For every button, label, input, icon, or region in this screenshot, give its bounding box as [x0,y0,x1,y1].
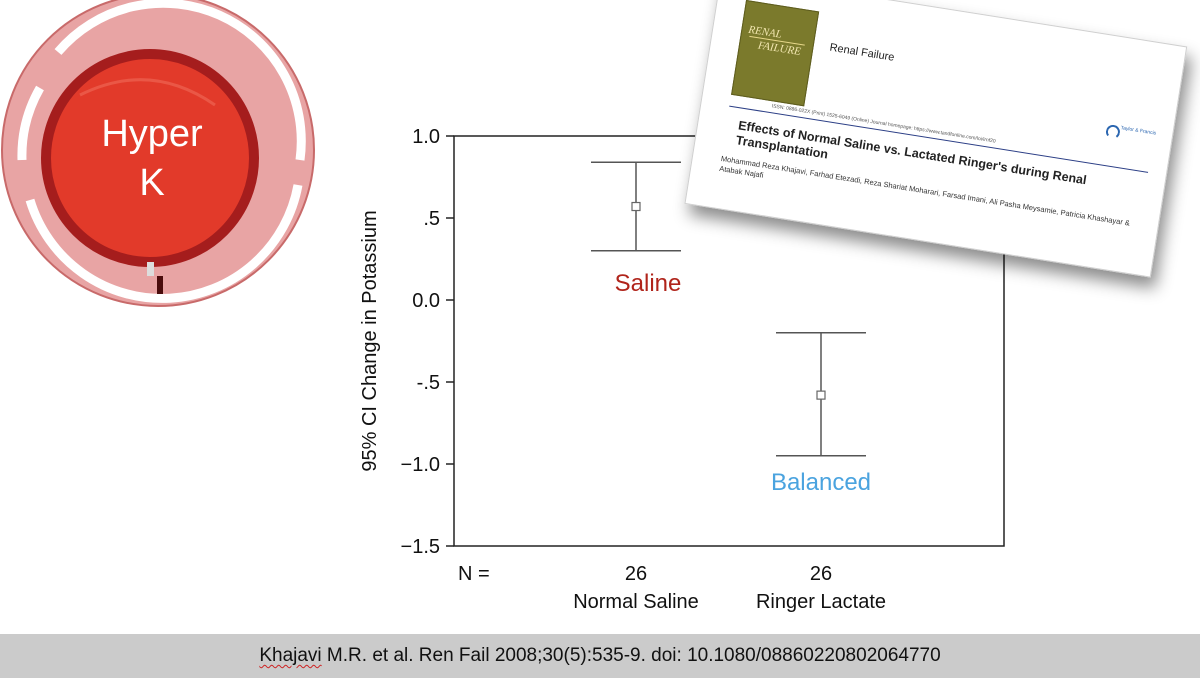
publisher-logo-text: Taylor & Francis [1120,125,1157,137]
citation-text: Khajavi M.R. et al. Ren Fail 2008;30(5):… [259,645,940,667]
y-axis-ticks: 1.0 .5 0.0 -.5 −1.0 −1.5 [401,126,454,558]
logo-disc-sheen [79,78,216,107]
publisher-logo: Taylor & Francis [1104,122,1159,146]
logo-white-arc-bottom [25,184,303,303]
citation-details: M.R. et al. Ren Fail 2008;30(5):535-9. d… [321,645,941,666]
mean-marker-0 [631,201,641,212]
group-annotation-0: Saline [615,270,682,297]
logo-white-arc-left [17,85,44,161]
y-tick-label-3: -.5 [417,372,440,394]
citation-author: Khajavi [259,645,322,666]
group-n-0: 26 [625,563,647,585]
y-tick-label-0: 1.0 [412,126,440,148]
iv-bag-tube [147,262,154,276]
y-tick-label-5: −1.5 [401,536,440,558]
error-bar-groups: Saline 26 Normal Saline Balanced 26 Ringer La… [573,161,886,613]
logo-white-arc-top [54,0,306,161]
journal-name: Renal Failure [828,41,896,64]
logo-inner-disc [41,49,259,267]
journal-cover: RENAL FAILURE [731,0,820,107]
y-tick-label-1: .5 [423,208,440,230]
publisher-logo-icon [1104,123,1121,140]
hyper-k-logo: Hyper K [1,0,315,307]
citation-bar: Khajavi M.R. et al. Ren Fail 2008;30(5):… [0,634,1200,678]
logo-text-k: K [139,162,164,204]
mean-marker-1 [816,390,826,400]
group-n-1: 26 [810,563,832,585]
x-category-label-0: Normal Saline [573,591,699,613]
x-category-label-1: Ringer Lactate [756,591,886,613]
y-tick-label-4: −1.0 [401,454,440,476]
n-label: N = [458,563,490,585]
y-axis-label: 95% CI Change in Potassium [359,210,381,471]
iv-bag-connector [157,276,163,294]
group-annotation-1: Balanced [771,469,871,496]
y-tick-label-2: 0.0 [412,290,440,312]
logo-text-hyper: Hyper [101,113,203,155]
